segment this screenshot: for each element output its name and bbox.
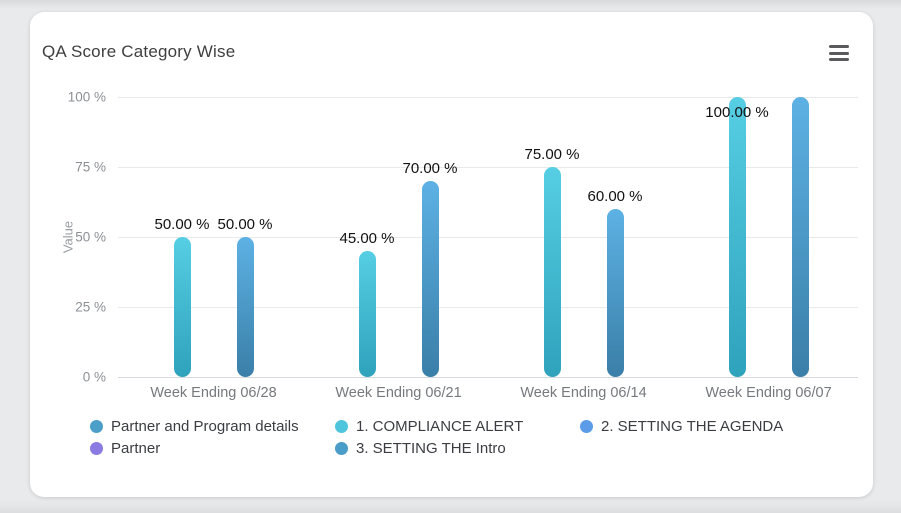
- hamburger-bar: [829, 45, 849, 48]
- hamburger-menu-icon[interactable]: [829, 45, 849, 61]
- bar-1-compliance-alert-0[interactable]: [173, 237, 191, 377]
- bar-data-label: 100.00 %: [705, 104, 769, 121]
- bar-data-label: 50.00 %: [154, 216, 210, 233]
- bar-3-setting-the-intro-3[interactable]: [791, 97, 809, 377]
- legend-dot-icon: [335, 419, 348, 433]
- bar-data-label: 60.00 %: [587, 188, 643, 205]
- legend-label: 3. SETTING THE Intro: [356, 439, 506, 457]
- y-tick-label: 50 %: [75, 229, 106, 245]
- gridline-0: [118, 377, 858, 378]
- legend-dot-icon: [335, 441, 348, 455]
- x-tick-label: Week Ending 06/21: [335, 385, 462, 401]
- x-tick-label: Week Ending 06/28: [150, 385, 277, 401]
- gridline-100: [118, 97, 858, 98]
- bar-data-label: 50.00 %: [217, 216, 273, 233]
- plot-area: Value 100 % 75 % 50 % 25 % 0 % 50.00 % 50.00 …: [61, 90, 858, 401]
- legend-item-partner-and-program-details[interactable]: Partner and Program details: [90, 415, 335, 437]
- legend-item-2-setting-the-agenda[interactable]: 2. SETTING THE AGENDA: [580, 415, 825, 437]
- bar-3-setting-the-intro-1[interactable]: [421, 181, 439, 377]
- legend-item-partner[interactable]: Partner: [90, 437, 335, 459]
- legend-item-1-compliance-alert[interactable]: 1. COMPLIANCE ALERT: [335, 415, 580, 437]
- legend-label: 1. COMPLIANCE ALERT: [356, 417, 524, 435]
- bar-data-label: 75.00 %: [524, 146, 580, 163]
- bar-1-compliance-alert-3[interactable]: [728, 97, 746, 377]
- x-tick-label: Week Ending 06/07: [705, 385, 832, 401]
- bar-3-setting-the-intro-0[interactable]: [236, 237, 254, 377]
- gridline-25: [118, 307, 858, 308]
- x-tick-label: Week Ending 06/14: [520, 385, 647, 401]
- bar-1-compliance-alert-1[interactable]: [358, 251, 376, 377]
- gridline-75: [118, 167, 858, 168]
- y-tick-label: 100 %: [67, 89, 106, 105]
- legend-label: Partner and Program details: [111, 417, 299, 435]
- y-tick-label: 75 %: [75, 159, 106, 175]
- gridline-50: [118, 237, 858, 238]
- bar-1-compliance-alert-2[interactable]: [543, 167, 561, 377]
- chart-legend: Partner and Program details 1. COMPLIANCE…: [90, 415, 850, 459]
- bar-data-label: 70.00 %: [402, 160, 458, 177]
- legend-dot-icon: [90, 419, 103, 433]
- bar-data-label: 45.00 %: [339, 230, 395, 247]
- legend-label: Partner: [111, 439, 161, 457]
- y-tick-label: 0 %: [82, 369, 106, 385]
- y-tick-label: 25 %: [75, 299, 106, 315]
- legend-item-3-setting-the-intro[interactable]: 3. SETTING THE Intro: [335, 437, 580, 459]
- chart-title: QA Score Category Wise: [42, 42, 236, 61]
- legend-dot-icon: [580, 419, 593, 433]
- hamburger-bar: [829, 51, 849, 55]
- hamburger-bar: [829, 58, 849, 61]
- legend-label: 2. SETTING THE AGENDA: [601, 417, 784, 435]
- chart-card: QA Score Category Wise Value 100 % 75 % 50…: [30, 12, 873, 497]
- bar-3-setting-the-intro-2[interactable]: [606, 209, 624, 377]
- legend-dot-icon: [90, 441, 103, 455]
